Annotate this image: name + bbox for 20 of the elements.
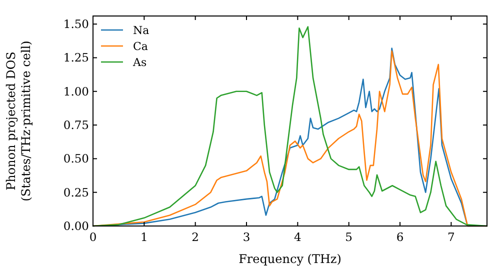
y-tick-label: 0.25 xyxy=(63,185,89,200)
x-tick-label: 4 xyxy=(294,230,302,244)
legend-label: Ca xyxy=(133,40,148,53)
x-tick-label: 5 xyxy=(345,230,353,244)
legend-label: Na xyxy=(133,24,150,37)
x-tick-label: 2 xyxy=(192,230,199,244)
y-tick-label: 0.50 xyxy=(63,152,89,166)
y-tick-label: 0.75 xyxy=(63,118,89,132)
y-tick-label: 1.25 xyxy=(63,50,89,65)
x-tick-label: 6 xyxy=(396,230,404,244)
y-axis-title: Phonon projected DOS (States/THz·primitive cell) xyxy=(4,40,33,202)
x-tick-label: 3 xyxy=(242,230,250,244)
x-tick-label: 1 xyxy=(140,230,148,244)
x-tick-label: 0 xyxy=(89,230,97,244)
y-tick-label: 1.50 xyxy=(63,17,89,32)
legend-label: As xyxy=(132,56,147,69)
y-tick-label: 1.00 xyxy=(63,84,89,98)
y-tick-label: 0.00 xyxy=(63,219,89,233)
x-axis-title: Frequency (THz) xyxy=(238,252,342,266)
x-tick-label: 7 xyxy=(448,230,455,244)
